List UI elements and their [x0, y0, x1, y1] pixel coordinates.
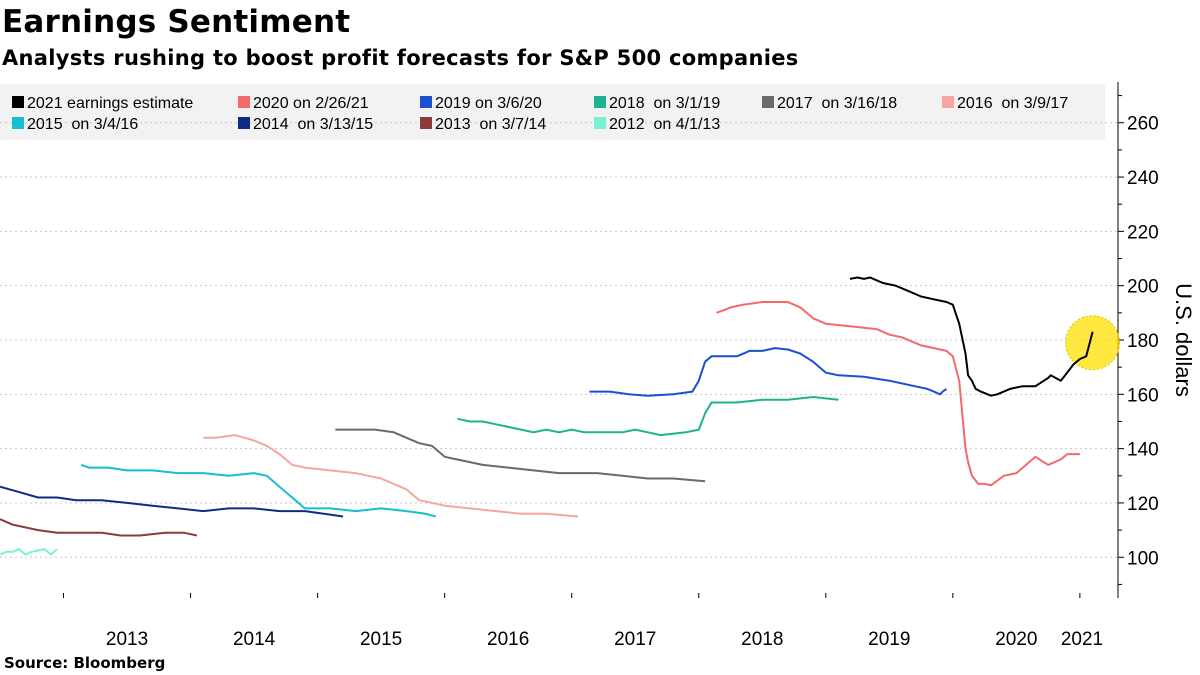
legend-label: 2017 on 3/16/18 — [777, 95, 897, 112]
y-axis-title: U.S. dollars — [1171, 283, 1196, 397]
series-line-2 — [589, 347, 948, 397]
legend-swatch — [420, 96, 432, 108]
chart-title: Earnings Sentiment — [2, 4, 351, 40]
x-tick-label: 2020 — [995, 629, 1037, 650]
series-line-3 — [457, 396, 839, 437]
y-tick-label: 140 — [1127, 440, 1159, 461]
x-tick-label: 2015 — [360, 629, 402, 650]
highlight-circle — [1065, 315, 1121, 371]
series-line-0 — [849, 276, 1094, 397]
series-line-7 — [0, 485, 344, 518]
legend-label: 2020 on 2/26/21 — [253, 95, 369, 112]
legend-label: 2013 on 3/7/14 — [435, 116, 546, 133]
series-line-4 — [335, 428, 706, 483]
y-tick-label: 120 — [1127, 494, 1159, 515]
x-tick-label: 2018 — [741, 629, 783, 650]
series-line-8 — [0, 518, 198, 537]
chart-subtitle: Analysts rushing to boost profit forecas… — [2, 46, 799, 70]
y-tick-label: 220 — [1127, 222, 1159, 243]
series-line-6 — [80, 463, 437, 518]
y-tick-label: 160 — [1127, 385, 1159, 406]
legend-label: 2021 earnings estimate — [27, 95, 193, 112]
x-tick-label: 2013 — [106, 629, 148, 650]
x-tick-label: 2014 — [233, 629, 276, 650]
legend-label: 2018 on 3/1/19 — [609, 95, 720, 112]
y-tick-label: 260 — [1127, 114, 1159, 135]
x-tick-label: 2016 — [487, 629, 529, 650]
y-tick-label: 100 — [1127, 548, 1159, 569]
legend-swatch — [238, 96, 250, 108]
legend-label: 2016 on 3/9/17 — [957, 95, 1068, 112]
legend-swatch — [238, 117, 250, 129]
series-line-5 — [203, 434, 579, 518]
legend-swatch — [420, 117, 432, 129]
legend-label: 2012 on 4/1/13 — [609, 116, 720, 133]
y-tick-label: 240 — [1127, 168, 1159, 189]
x-tick-label: 2017 — [614, 629, 656, 650]
legend-label: 2014 on 3/13/15 — [253, 116, 373, 133]
y-tick-label: 200 — [1127, 277, 1159, 298]
x-tick-label: 2019 — [868, 629, 910, 650]
legend-swatch — [594, 117, 606, 129]
legend-swatch — [594, 96, 606, 108]
legend-swatch — [762, 96, 774, 108]
series-line-9 — [0, 548, 58, 556]
y-tick-label: 180 — [1127, 331, 1159, 352]
legend-swatch — [12, 96, 24, 108]
legend-swatch — [12, 117, 24, 129]
x-tick-label: 2021 — [1061, 629, 1103, 650]
source-note: Source: Bloomberg — [4, 654, 166, 672]
legend-label: 2019 on 3/6/20 — [435, 95, 542, 112]
legend-background — [0, 84, 1105, 140]
legend-label: 2015 on 3/4/16 — [27, 116, 138, 133]
series-line-1 — [716, 301, 1080, 487]
legend-swatch — [942, 96, 954, 108]
